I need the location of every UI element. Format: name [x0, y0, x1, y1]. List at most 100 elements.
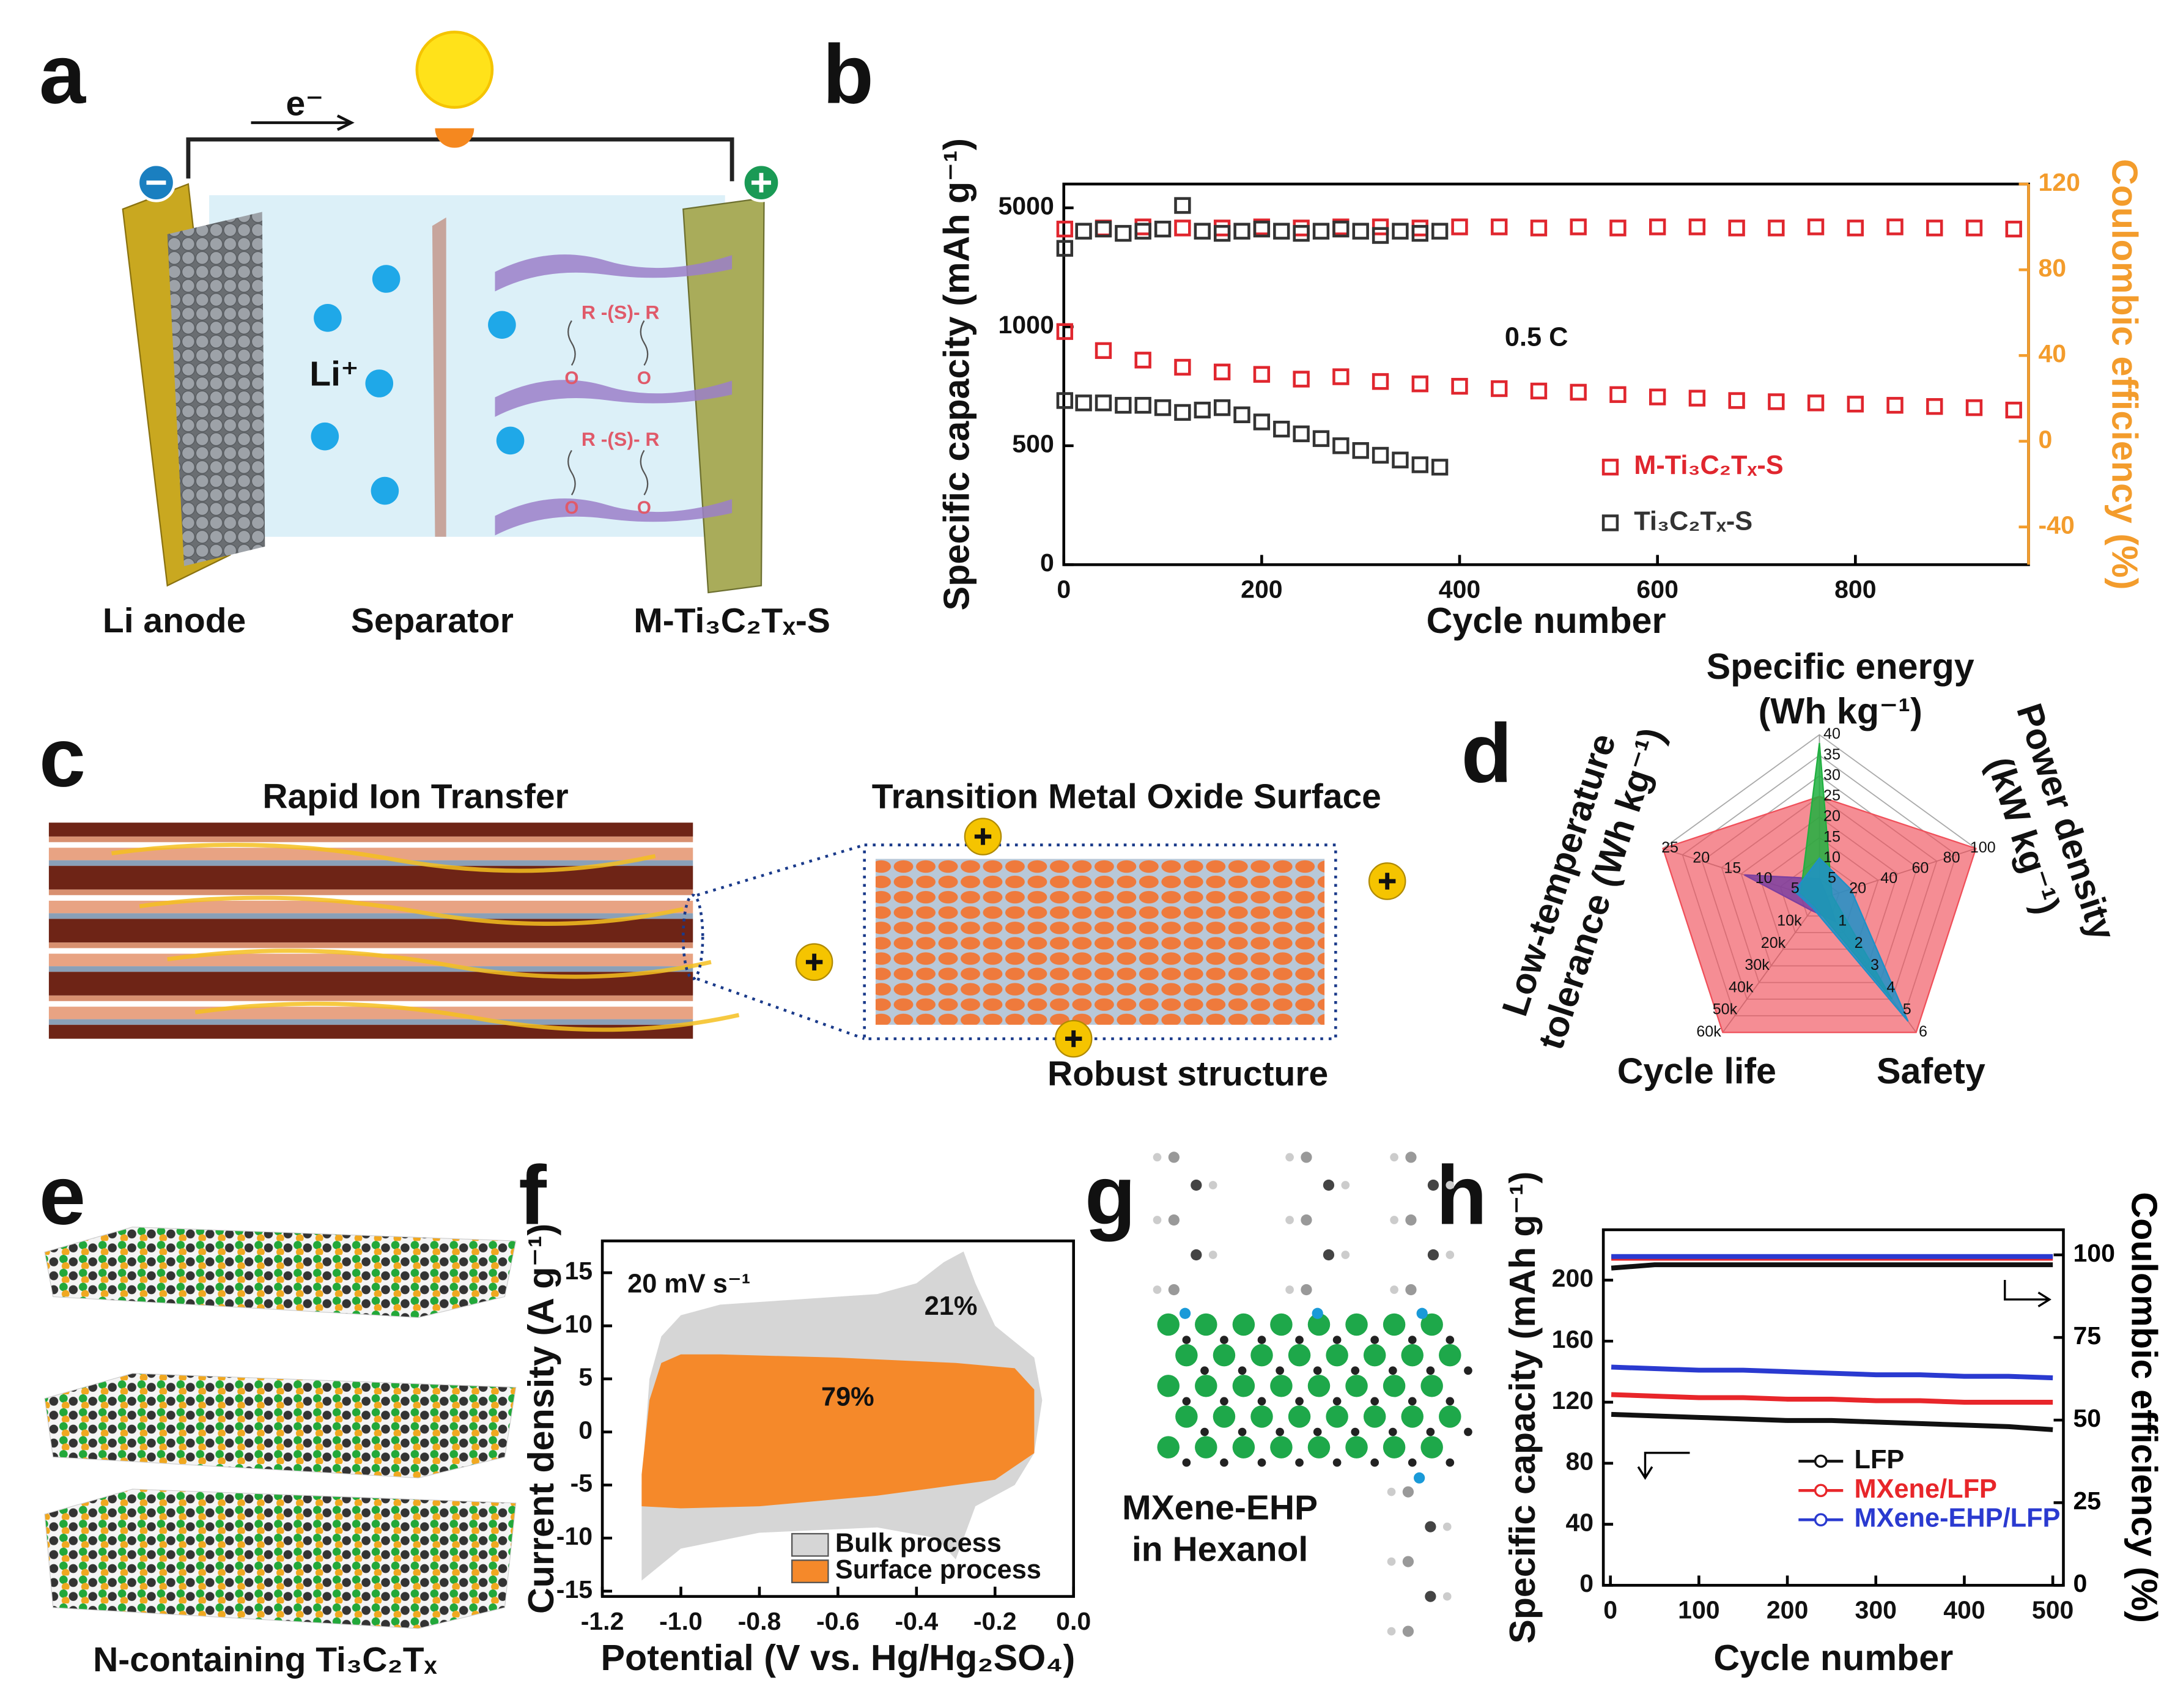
data-point [1134, 218, 1151, 235]
radar-area [1793, 857, 1909, 1022]
mxene-atom [1326, 1405, 1348, 1428]
legend-label: M-Ti₃C₂Tₓ-S [1634, 451, 1783, 480]
linker-chain [640, 320, 649, 366]
li-ion [311, 422, 339, 451]
data-point [1194, 223, 1211, 240]
radar-tick-label: 1 [1838, 912, 1847, 930]
ion-path-arrow [194, 1001, 740, 1032]
h-atom [1442, 1522, 1452, 1531]
chain-atom [1425, 1521, 1436, 1532]
y-tick-label: 5000 [998, 192, 1054, 220]
y2-tick-label: 120 [2038, 168, 2080, 196]
radar-tick-label: 10 [1823, 849, 1841, 866]
radar-tick-label: 6 [1919, 1023, 1927, 1040]
component-label: Li anode [103, 601, 246, 640]
oxygen-label: O [564, 498, 578, 518]
x-tick-label: -0.6 [816, 1607, 860, 1635]
h-atom [1285, 1216, 1294, 1224]
data-point [1233, 406, 1250, 423]
radar-tick-label: 80 [1943, 849, 1960, 867]
radar-tick-label: 40k [1729, 978, 1754, 996]
mxene-atom [1464, 1427, 1472, 1436]
chain-atom [1323, 1249, 1335, 1261]
legend-marker [1814, 1484, 1828, 1498]
mxene-atom [1388, 1366, 1397, 1375]
x-axis-label: Cycle number [1713, 1637, 1953, 1678]
data-point [1411, 375, 1428, 393]
mxene-atom [1232, 1375, 1255, 1397]
radar-tick-label: 30k [1745, 956, 1770, 974]
x-tick-label: -0.4 [895, 1607, 938, 1635]
data-point [1095, 394, 1112, 412]
radar-tick-label: 25 [1661, 839, 1678, 856]
data-point [1312, 223, 1330, 240]
radar-tick-label: 15 [1823, 828, 1841, 845]
annotation: 21% [925, 1292, 978, 1321]
data-point [1352, 442, 1369, 459]
radar-tick-label: 20 [1823, 808, 1841, 825]
chain-atom [1301, 1152, 1312, 1163]
data-point [1688, 218, 1706, 235]
radar-tick-label: 40 [1823, 725, 1841, 742]
data-point [1194, 401, 1211, 419]
ion-path-arrow [111, 842, 656, 873]
data-point [1273, 420, 1290, 438]
electrolyte [209, 195, 725, 537]
radar-axis-name: Safety [1877, 1050, 1985, 1091]
x-tick-label: 300 [1855, 1596, 1897, 1624]
mxene-atom [1345, 1436, 1368, 1458]
data-point [1332, 368, 1350, 385]
mxene-stack [44, 1373, 517, 1479]
y-tick-label: 200 [1552, 1264, 1593, 1292]
data-point [1847, 396, 1864, 413]
y-tick-label: 120 [1552, 1386, 1593, 1414]
legend-marker [1601, 514, 1619, 531]
h-atom [1390, 1216, 1398, 1224]
y-tick-label: 160 [1552, 1325, 1593, 1353]
data-point [1431, 459, 1449, 476]
mxene-atom [1288, 1344, 1311, 1367]
oxide-surface [875, 859, 1325, 1025]
x-tick-label: 200 [1767, 1596, 1808, 1624]
panel-caption: MXene-EHP [1122, 1488, 1318, 1527]
data-point [1411, 456, 1428, 473]
y2-tick-label: 0 [2038, 425, 2052, 453]
data-point [1392, 223, 1409, 240]
y2-axis-label: Coulombic efficiency (%) [2124, 1192, 2165, 1623]
component-label: Separator [351, 601, 514, 640]
h-atom [1442, 1592, 1452, 1601]
x-tick-label: 500 [2032, 1596, 2073, 1624]
panel-title: Rapid Ion Transfer [262, 777, 568, 816]
y-tick-label: -5 [571, 1469, 593, 1497]
li-ion [488, 311, 516, 339]
data-point [1134, 352, 1151, 369]
axis-arrow [2004, 1280, 2051, 1307]
mxene-atom [1175, 1344, 1198, 1367]
axis-arrow [1637, 1452, 1690, 1481]
panel-label: b [822, 27, 874, 120]
radar-tick-label: 5 [1828, 870, 1836, 887]
oxygen-label: O [637, 498, 651, 518]
y-tick-label: -10 [556, 1522, 593, 1550]
x-axis-label: Cycle number [1427, 600, 1666, 641]
mxene-atom [1307, 1436, 1331, 1458]
mxene-atom [1351, 1366, 1360, 1375]
panel-label: f [519, 1148, 547, 1242]
data-point [2005, 401, 2022, 419]
chain-atom [1168, 1284, 1180, 1296]
zoom-origin [682, 893, 704, 980]
chain-atom [1191, 1179, 1202, 1191]
y-axis-label: Specific capacity (mAh g⁻¹) [936, 138, 977, 610]
linker-atom [1414, 1472, 1425, 1484]
x-tick-label: 600 [1636, 575, 1678, 604]
mxene-atom [1446, 1397, 1455, 1406]
mxene-atom [1250, 1344, 1273, 1367]
li-ion [365, 369, 394, 397]
bulb-base [435, 128, 475, 148]
radar-axis-label: Cycle life [1617, 1050, 1776, 1091]
y-axis-label: Specific capacity (mAh g⁻¹) [1502, 1172, 1543, 1644]
legend-label: Bulk process [835, 1529, 1002, 1558]
